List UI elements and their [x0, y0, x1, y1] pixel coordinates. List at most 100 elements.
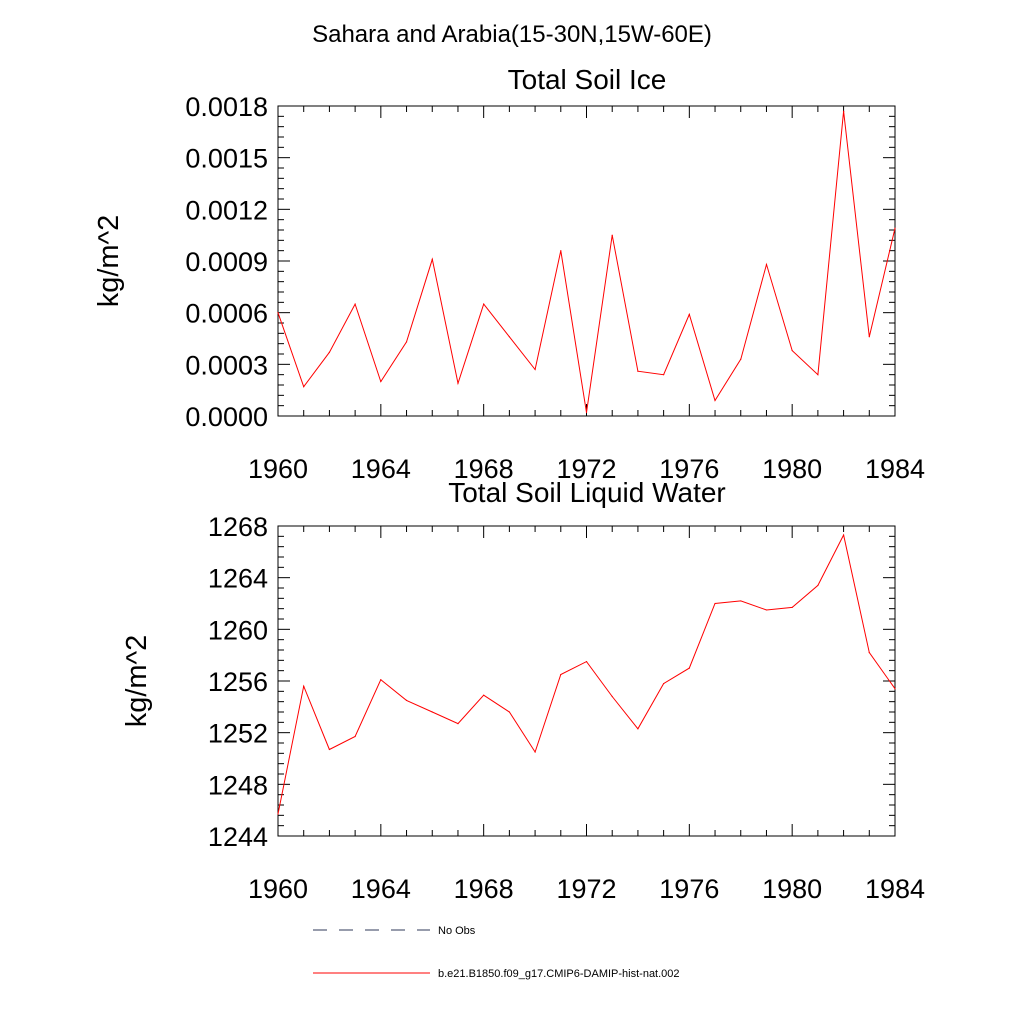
data-point	[560, 250, 562, 252]
data-point	[842, 534, 845, 536]
data-point	[328, 748, 331, 751]
y-tick-label: 1268	[208, 512, 268, 542]
data-point	[740, 358, 742, 360]
data-point	[765, 263, 768, 266]
data-point	[380, 679, 382, 681]
data-point	[483, 694, 485, 696]
data-point	[303, 685, 305, 687]
x-tick-label: 1984	[865, 874, 925, 904]
y-tick-label: 1248	[208, 770, 268, 800]
data-point	[354, 735, 356, 738]
series-line	[277, 111, 896, 413]
y-tick-label: 1264	[208, 564, 268, 594]
y-tick-label: 0.0009	[185, 247, 268, 277]
data-point	[817, 584, 819, 587]
axis-tick-labels: 1960 1964 1968 1972 1976 1980 1984 0.0000 0.0003…	[185, 92, 925, 484]
data-point	[534, 368, 536, 371]
series-layer	[277, 533, 896, 815]
data-point	[688, 667, 690, 669]
y-tick-label: 1256	[208, 667, 268, 697]
data-point	[688, 313, 690, 315]
data-point	[714, 602, 716, 605]
x-tick-label: 1968	[454, 874, 514, 904]
legend-label: No Obs	[438, 925, 476, 937]
data-point	[508, 711, 510, 713]
data-point	[585, 411, 588, 414]
main-title: Sahara and Arabia(15-30N,15W-60E)	[312, 21, 712, 48]
x-tick-label: 1964	[351, 874, 411, 904]
axis-ticks	[277, 525, 896, 837]
data-point	[663, 374, 665, 376]
panel-title: Total Soil Liquid Water	[448, 477, 726, 508]
y-tick-label: 1252	[208, 719, 268, 749]
data-point	[894, 688, 896, 690]
x-tick-label: 1980	[762, 874, 822, 904]
panel-total-soil-ice: Total Soil Ice kg/m^2 1960 1964 1968 1972 19…	[93, 64, 925, 484]
panel-total-soil-liquid-water: Total Soil Liquid Water kg/m^2 1960 1964 1…	[121, 477, 925, 904]
x-tick-label: 1968	[454, 454, 514, 484]
data-point	[457, 723, 459, 725]
data-point	[663, 682, 665, 685]
axis-tick-labels: 1960 1964 1968 1972 1976 1980 1984 1244 1248 1252…	[208, 512, 925, 904]
x-tick-label: 1980	[762, 454, 822, 484]
x-tick-label: 1960	[248, 454, 308, 484]
data-point	[791, 349, 793, 352]
legend: No Obs b.e21.B1850.f09_g17.CMIP6-DAMIP-h…	[313, 925, 680, 980]
data-point	[508, 336, 510, 338]
data-point	[457, 382, 459, 384]
data-point	[637, 728, 639, 730]
series-layer	[277, 110, 896, 414]
axis-ticks	[277, 105, 896, 417]
data-point	[277, 813, 279, 815]
data-point	[611, 234, 613, 236]
data-point	[585, 661, 588, 663]
y-tick-label: 0.0000	[185, 402, 268, 432]
legend-item-model-run: b.e21.B1850.f09_g17.CMIP6-DAMIP-hist-nat…	[313, 968, 680, 980]
y-tick-label: 0.0012	[185, 195, 268, 225]
y-tick-label: 1244	[208, 822, 268, 852]
data-point	[431, 258, 433, 260]
y-tick-label: 0.0006	[185, 299, 268, 329]
y-tick-label: 0.0003	[185, 350, 268, 380]
y-tick-label: 1260	[208, 615, 268, 645]
data-point	[405, 341, 408, 343]
data-point	[817, 374, 819, 376]
plot-frame	[277, 525, 896, 837]
data-point	[842, 110, 845, 112]
data-point	[791, 606, 793, 608]
x-tick-label: 1972	[556, 874, 616, 904]
y-axis-label: kg/m^2	[93, 215, 125, 308]
data-point	[534, 751, 536, 753]
data-point	[611, 695, 613, 698]
series-line	[277, 533, 896, 815]
panel-title: Total Soil Ice	[508, 64, 667, 95]
plot-frame	[277, 105, 896, 417]
data-point	[380, 380, 382, 383]
legend-item-no-obs: No Obs	[313, 925, 476, 937]
data-point	[637, 370, 639, 372]
x-tick-label: 1960	[248, 874, 308, 904]
y-axis-label: kg/m^2	[121, 635, 153, 728]
x-tick-label: 1972	[556, 454, 616, 484]
data-point	[868, 651, 870, 654]
legend-label: b.e21.B1850.f09_g17.CMIP6-DAMIP-hist-nat…	[438, 968, 680, 980]
x-tick-label: 1984	[865, 454, 925, 484]
x-tick-label: 1964	[351, 454, 411, 484]
data-point	[483, 303, 485, 305]
x-tick-label: 1976	[659, 874, 719, 904]
data-point	[354, 303, 356, 305]
data-point	[277, 312, 279, 314]
data-point	[714, 399, 716, 402]
data-point	[560, 673, 562, 676]
y-tick-label: 0.0018	[185, 92, 268, 122]
y-tick-label: 0.0015	[185, 144, 268, 174]
data-point	[328, 351, 331, 353]
x-tick-label: 1976	[659, 454, 719, 484]
data-point	[765, 609, 768, 611]
data-point	[740, 600, 742, 602]
data-point	[303, 386, 305, 388]
data-point	[894, 227, 896, 229]
data-point	[868, 336, 870, 338]
data-point	[405, 699, 408, 701]
